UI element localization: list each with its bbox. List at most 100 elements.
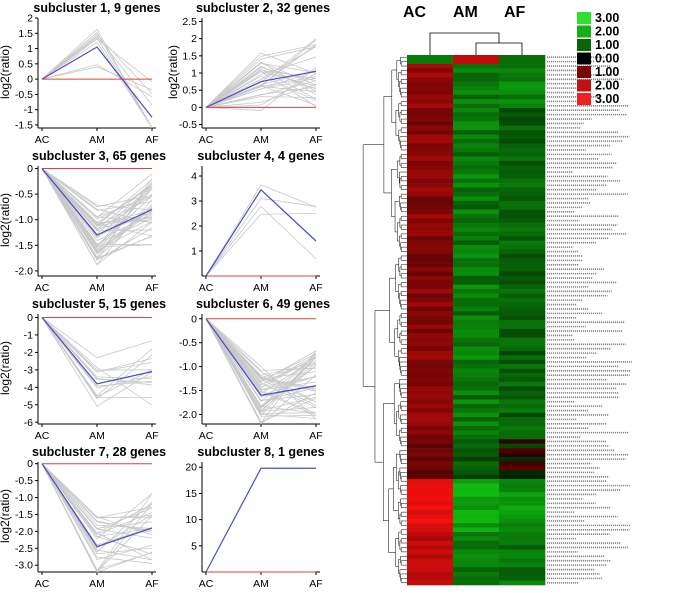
heatmap-cell [499, 205, 546, 210]
heatmap-cell [499, 143, 546, 149]
subcluster-panel-8: subcluster 8, 1 genes 20 15 10 5 AC AM AF [168, 444, 330, 590]
heatmap-cell [407, 509, 454, 515]
mean-line [205, 467, 316, 573]
heatmap-cell [499, 85, 546, 91]
heatmap-cell [499, 289, 546, 294]
heatmap-cell [453, 443, 500, 449]
heatmap-cell [453, 284, 500, 290]
y-tick-label: -3 [24, 364, 33, 376]
heatmap-cell [453, 63, 500, 69]
heatmap-cell [499, 284, 546, 290]
gene-line [41, 41, 153, 129]
heatmap-cell [499, 567, 546, 573]
gene-line [205, 69, 317, 108]
y-tick-label: 20 [185, 462, 197, 474]
gene-line [41, 317, 153, 371]
heatmap-cell [407, 236, 454, 241]
heatmap-cell [499, 487, 546, 493]
x-tick-label: AM [89, 430, 105, 442]
legend-label: 2.00 [595, 79, 619, 93]
heatmap-cell [407, 448, 454, 453]
heatmap-cell [499, 536, 546, 542]
subcluster-panel-2: subcluster 2, 32 genes log2(ratio) 2.5 2 1.5… [166, 0, 330, 146]
heatmap-cell [453, 55, 500, 60]
heatmap-cell [499, 191, 546, 197]
heatmap-cell [453, 496, 500, 502]
subcluster-plot: 4 3 2 1 AC AM AF [191, 166, 323, 294]
subcluster-title: subcluster 1, 9 genes [33, 1, 161, 15]
heatmap-cell [499, 196, 546, 202]
gene-line [41, 168, 153, 246]
heatmap-cell [499, 249, 546, 255]
heatmap-cell [499, 297, 546, 303]
y-tick-label: -1.5 [15, 509, 33, 521]
y-tick-label: -2 [24, 347, 33, 359]
heatmap-cell [499, 253, 546, 259]
heatmap-cell [453, 514, 500, 520]
subcluster-panel-1: subcluster 1, 9 genes log2(ratio) 2 1.5 1 0.5… [0, 0, 165, 146]
gene-line [205, 212, 317, 277]
heatmap-cell [499, 403, 546, 409]
heatmap-cell [453, 205, 500, 210]
heatmap-cell [499, 492, 546, 497]
heatmap-cell [407, 430, 454, 436]
subcluster-plot: 0 -0.5 -1.0 -1.5 -2.0AC AM AF [15, 163, 159, 294]
heatmap-cell [499, 333, 546, 338]
y-tick-label: -0.5 [15, 189, 33, 201]
x-tick-label: AC [199, 134, 214, 146]
heatmap-cell [499, 165, 546, 171]
heatmap-cell [499, 448, 546, 453]
subcluster-title: subcluster 8, 1 genes [197, 445, 325, 459]
gene-line [205, 75, 317, 108]
heatmap-cell [407, 532, 454, 537]
heatmap-cell [453, 381, 500, 387]
y-tick-label: 1 [191, 246, 197, 258]
heatmap-cell [499, 373, 546, 378]
heatmap-cell [453, 333, 500, 338]
x-tick-label: AF [145, 430, 158, 442]
heatmap-cell [453, 465, 500, 471]
heatmap-cell [407, 81, 454, 87]
subcluster-panel-3: subcluster 3, 65 genes log2(ratio) 0 -0.5 -1… [0, 148, 166, 294]
gene-line [205, 318, 317, 419]
heatmap-cell [407, 456, 454, 462]
heatmap-cell [453, 461, 500, 467]
heatmap-col-am: AM [453, 4, 478, 21]
y-tick-label: 2 [27, 13, 33, 25]
heatmap-cell [499, 280, 546, 285]
x-tick-label: AF [145, 282, 158, 294]
y-tick-label: 15 [185, 488, 197, 500]
heatmap-cell [407, 284, 454, 290]
y-tick-label: -1 [24, 329, 33, 341]
heatmap-cell [499, 324, 546, 330]
heatmap-cell [453, 72, 500, 78]
x-tick-label: AC [199, 430, 214, 442]
gene-line [41, 168, 153, 208]
heatmap-col-af: AF [504, 4, 526, 21]
gene-line [41, 168, 153, 266]
gene-line [205, 318, 317, 386]
y-tick-label: -1.5 [15, 119, 33, 131]
heatmap-cell [499, 417, 546, 422]
x-tick-label: AF [309, 578, 322, 590]
heatmap-cell [407, 205, 454, 210]
heatmap-cell [499, 293, 546, 299]
y-tick-label: -2.5 [15, 543, 33, 555]
heatmap-cell [499, 562, 546, 568]
heatmap-cell [499, 359, 546, 365]
heatmap-cell [407, 174, 454, 179]
gene-line [41, 463, 153, 561]
mean-line [41, 317, 153, 385]
heatmap-cell [407, 359, 454, 365]
y-tick-label: 0 [27, 74, 33, 86]
heatmap-cell [407, 474, 454, 480]
heatmap-cell [453, 311, 500, 316]
heatmap-cell [453, 275, 500, 281]
legend-swatch [577, 52, 591, 65]
gene-line [41, 317, 153, 373]
y-tick-label: -3.0 [15, 560, 33, 572]
gene-line [205, 67, 317, 111]
gene-line [41, 168, 153, 239]
heatmap-cell [407, 267, 454, 272]
heatmap-cell [407, 390, 454, 396]
